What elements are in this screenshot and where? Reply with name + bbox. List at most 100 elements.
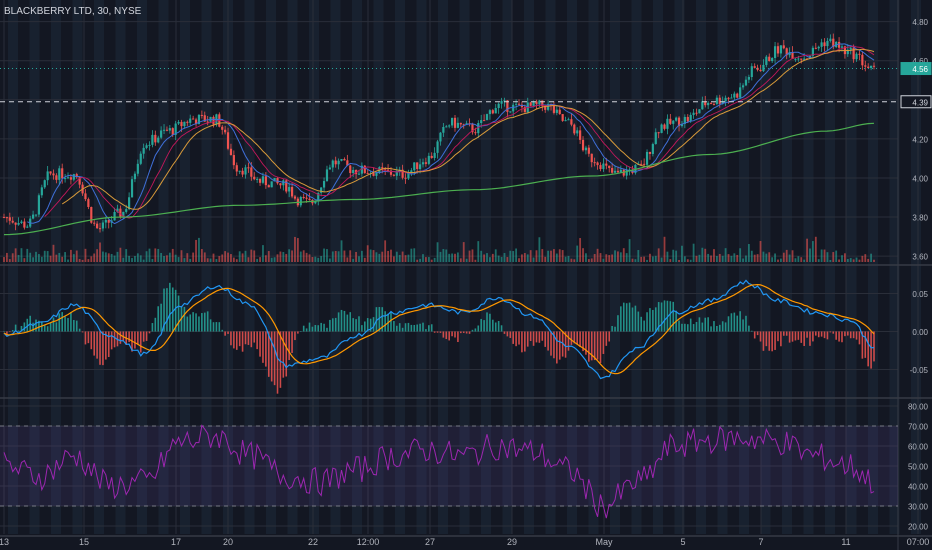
candle-body	[270, 181, 273, 188]
candle-body	[320, 187, 323, 193]
macd-histogram-bar	[797, 331, 800, 340]
volume-bar	[416, 259, 419, 262]
volume-bar	[448, 253, 451, 262]
volume-bar	[497, 255, 500, 262]
volume-bar	[637, 250, 640, 262]
macd-histogram-bar	[137, 331, 139, 345]
volume-bar	[596, 248, 599, 262]
candle-body	[762, 64, 765, 72]
macd-histogram-bar	[468, 331, 471, 334]
candle-body	[436, 141, 439, 153]
candle-body	[58, 168, 61, 180]
macd-histogram-bar	[660, 302, 663, 332]
macd-histogram-bar	[849, 331, 852, 339]
macd-histogram-bar	[142, 331, 145, 342]
volume-bar	[395, 251, 398, 262]
candle-body	[52, 173, 55, 176]
volume-bar	[579, 238, 582, 262]
volume-bar	[70, 249, 72, 262]
macd-histogram-bar	[285, 331, 288, 377]
volume-bar	[480, 250, 483, 262]
macd-histogram-bar	[809, 331, 811, 346]
volume-bar	[462, 242, 465, 262]
volume-bar	[724, 248, 727, 262]
volume-bar	[849, 258, 852, 262]
candle-body	[104, 219, 107, 223]
volume-bar	[171, 248, 174, 262]
macd-histogram-bar	[11, 330, 14, 332]
candle-body	[861, 54, 864, 66]
candle-body	[174, 123, 177, 135]
volume-bar	[200, 249, 203, 262]
candle-body	[66, 177, 70, 179]
x-tick-label: 11	[841, 537, 850, 547]
rsi-tick-label: 80.00	[908, 403, 929, 412]
candle-body	[512, 104, 515, 112]
volume-bar	[422, 254, 424, 262]
candle-body	[84, 193, 87, 200]
session-band	[287, 0, 298, 534]
volume-bar	[189, 258, 192, 262]
volume-bar	[509, 250, 512, 262]
macd-histogram-bar	[282, 331, 285, 378]
candle-body	[648, 151, 652, 154]
candle-body	[238, 170, 241, 172]
volume-bar	[168, 252, 171, 262]
candle-body	[2, 217, 6, 219]
candle-body	[689, 114, 692, 122]
candle-body	[791, 51, 794, 59]
price-panel[interactable]	[0, 33, 898, 262]
macd-histogram-bar	[340, 309, 343, 332]
candle-body	[832, 38, 835, 48]
session-band	[309, 0, 319, 534]
rsi-panel[interactable]	[0, 424, 898, 519]
volume-bar	[768, 252, 771, 262]
volume-bar	[873, 259, 875, 262]
candle-body	[715, 97, 718, 104]
volume-bar	[660, 257, 663, 262]
macd-histogram-bar	[366, 318, 369, 332]
candle-body	[503, 100, 506, 102]
macd-histogram-bar	[817, 331, 820, 338]
macd-histogram-bar	[556, 331, 558, 364]
volume-bar	[692, 243, 695, 262]
candle-body	[325, 169, 329, 182]
macd-histogram-bar	[119, 331, 122, 344]
volume-bar	[279, 251, 282, 262]
macd-histogram-bar	[262, 331, 264, 363]
candle-body	[235, 165, 238, 172]
candle-body	[264, 176, 267, 186]
candle-body	[384, 168, 387, 170]
macd-histogram-bar	[139, 331, 142, 353]
macd-histogram-bar	[771, 331, 773, 352]
candle-body	[40, 187, 43, 196]
volume-bar	[611, 254, 614, 262]
macd-histogram-bar	[311, 326, 314, 332]
macd-histogram-bar	[649, 308, 651, 332]
volume-bar	[38, 254, 40, 262]
candle-body	[462, 124, 465, 126]
session-band	[180, 0, 190, 534]
macd-histogram-bar	[410, 324, 413, 332]
macd-histogram-bar	[416, 324, 418, 332]
candle-body	[49, 171, 52, 174]
candle-body	[869, 65, 873, 68]
candle-body	[145, 145, 148, 148]
macd-histogram-bar	[425, 329, 427, 332]
macd-histogram-bar	[110, 331, 113, 350]
macd-histogram-bar	[657, 302, 660, 332]
x-tick-label: 27	[425, 537, 435, 547]
macd-panel[interactable]	[3, 279, 875, 394]
volume-bar	[672, 249, 675, 262]
volume-bar	[352, 258, 355, 262]
macd-histogram-bar	[186, 316, 189, 332]
candle-body	[261, 176, 265, 183]
candle-body	[61, 168, 64, 179]
candle-body	[465, 123, 468, 125]
candle-body	[704, 101, 707, 106]
candle-body	[162, 129, 166, 131]
candle-body	[168, 128, 171, 131]
volume-bar	[326, 249, 328, 262]
volume-bar	[756, 254, 759, 262]
